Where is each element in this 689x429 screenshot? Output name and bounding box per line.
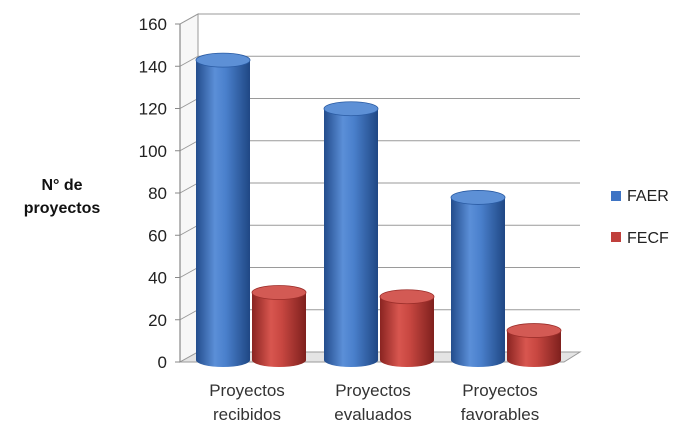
legend-swatch-faer: [611, 191, 621, 201]
x-category-label: Proyectos: [462, 381, 538, 400]
bar-top: [379, 289, 435, 305]
gridline-depth: [179, 98, 199, 109]
x-category-label: Proyectos: [209, 381, 285, 400]
bar-top: [450, 190, 506, 205]
gridline-depth: [179, 309, 199, 321]
bar-fecf-2: [379, 289, 435, 367]
bar-body: [380, 296, 434, 367]
y-tick-label: 120: [139, 100, 167, 119]
legend-label-fecf: FECF: [627, 230, 669, 247]
bar-top: [323, 101, 379, 117]
y-tick-label: 0: [158, 353, 167, 372]
x-category-label: favorables: [461, 405, 539, 424]
bar-body: [324, 108, 378, 367]
x-category-label: recibidos: [213, 405, 281, 424]
gridline-depth: [179, 140, 199, 152]
bar-top: [506, 323, 562, 338]
y-axis-ticks: 0 20 40 60 80 100 120 140 160: [139, 15, 180, 372]
y-tick-label: 100: [139, 142, 167, 161]
y-tick-label: 40: [148, 269, 167, 288]
legend: FAER FECF: [611, 188, 669, 247]
bar-body: [507, 330, 561, 367]
x-category-label: evaluados: [334, 405, 412, 424]
gridline-depth: [179, 13, 199, 25]
x-axis-labels: Proyectos recibidos Proyectos evaluados Proy…: [209, 381, 539, 424]
legend-swatch-fecf: [611, 232, 621, 242]
bar-faer-1: [195, 52, 251, 367]
y-tick-label: 20: [148, 311, 167, 330]
y-axis-title-line2: proyectos: [24, 200, 101, 217]
gridline-depth: [179, 55, 199, 67]
bar-body: [196, 60, 250, 367]
y-tick-label: 160: [139, 15, 167, 34]
bar-top: [195, 52, 251, 68]
bar-body: [252, 292, 306, 367]
y-tick-label: 140: [139, 57, 167, 76]
gridline-depth: [179, 267, 199, 278]
bar-top: [251, 285, 307, 300]
y-tick-label: 60: [148, 226, 167, 245]
gridline-depth: [179, 224, 199, 236]
bar-body: [451, 197, 505, 367]
bars: [195, 52, 562, 367]
bar-faer-3: [450, 190, 506, 367]
bar-faer-2: [323, 101, 379, 367]
bar-fecf-1: [251, 285, 307, 367]
y-axis-title-line1: N° de: [41, 177, 82, 194]
gridlines: [179, 13, 580, 321]
x-category-label: Proyectos: [335, 381, 411, 400]
legend-label-faer: FAER: [627, 188, 669, 205]
bar-fecf-3: [506, 323, 562, 367]
gridline-depth: [179, 182, 199, 194]
y-tick-label: 80: [148, 184, 167, 203]
